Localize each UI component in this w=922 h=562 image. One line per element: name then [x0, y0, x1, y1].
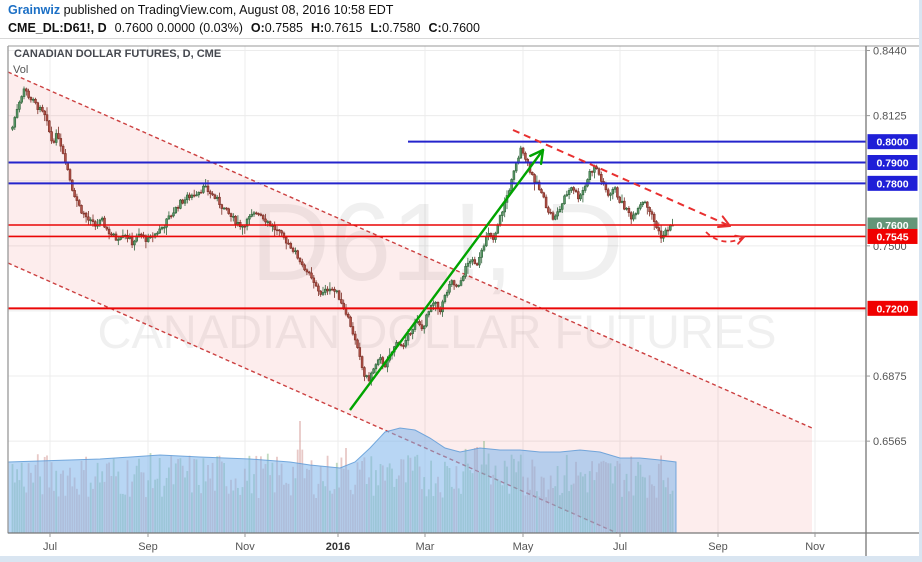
time-tick-label: 2016: [326, 541, 350, 553]
high-value: 0.7615: [324, 21, 363, 35]
price-tick-label: 0.6565: [873, 436, 907, 448]
symbol-label: CME_DL:D61!, D: [8, 21, 107, 35]
close-value: 0.7600: [441, 21, 480, 35]
open-label: O:: [250, 21, 265, 35]
price-tick-label: 0.8125: [873, 111, 907, 123]
time-axis[interactable]: Jul Sep Nov 2016 Mar May Jul Sep Nov: [43, 533, 825, 553]
red-curved-arrow[interactable]: [705, 231, 745, 243]
publish-info: Grainwiz published on TradingView.com, A…: [8, 2, 919, 19]
time-tick-label: Sep: [138, 541, 158, 553]
close-label: C:: [428, 21, 442, 35]
change-percent: (0.03%): [199, 21, 243, 35]
chart-area[interactable]: D61!, DCANADIAN DOLLAR FUTURES 0.8440 0.81…: [0, 40, 919, 556]
price-axis[interactable]: 0.84400.81250.75000.68750.65650.80000.79…: [866, 46, 918, 449]
low-label: L:: [370, 21, 383, 35]
red-down-arrow[interactable]: [512, 129, 731, 227]
time-tick-label: May: [513, 541, 534, 553]
svg-text:0.7200: 0.7200: [876, 303, 908, 315]
price-tick-label: 0.8440: [873, 46, 907, 58]
chart-header: Grainwiz published on TradingView.com, A…: [0, 0, 919, 39]
price-badge-0.7545: 0.7545: [867, 228, 918, 244]
time-tick-label: Jul: [613, 541, 627, 553]
chart-title-legend: CANADIAN DOLLAR FUTURES, D, CME: [14, 48, 222, 60]
time-tick-label: Jul: [43, 541, 57, 553]
plot-borders: [7, 45, 919, 556]
svg-text:0.7800: 0.7800: [876, 178, 908, 190]
time-tick-label: Nov: [805, 541, 825, 553]
watermark-name: CANADIAN DOLLAR FUTURES: [98, 305, 777, 358]
candlesticks: [11, 86, 674, 386]
volume-ma-area: [7, 427, 677, 534]
volume-ma: [7, 427, 677, 534]
author-link[interactable]: Grainwiz: [8, 3, 61, 17]
watermark-symbol: D61!, D: [251, 181, 624, 304]
price-badge-0.7800: 0.7800: [867, 175, 918, 191]
price-badge-0.7900: 0.7900: [867, 155, 918, 171]
ohlc-bar: CME_DL:D61!, D 0.7600 0.0000 (0.03%) O:0.758…: [8, 19, 919, 38]
low-value: 0.7580: [382, 21, 421, 35]
green-up-arrow[interactable]: [349, 149, 544, 411]
time-tick-label: Nov: [235, 541, 255, 553]
svg-text:0.8000: 0.8000: [876, 137, 908, 149]
horizontal-level-lines[interactable]: [8, 140, 866, 310]
price-badge-0.8000: 0.8000: [867, 134, 918, 150]
time-tick-label: Mar: [416, 541, 435, 553]
time-tick-label: Sep: [708, 541, 728, 553]
trend-arrows[interactable]: [349, 129, 745, 411]
last-price: 0.7600: [114, 21, 153, 35]
svg-text:0.7545: 0.7545: [876, 231, 908, 243]
price-tick-label: 0.6875: [873, 371, 907, 383]
high-label: H:: [311, 21, 325, 35]
open-value: 0.7585: [264, 21, 303, 35]
volume-indicator-label: Vol: [13, 64, 29, 76]
publish-text: published on TradingView.com, August 08,…: [60, 3, 394, 17]
price-badge-0.7200: 0.7200: [867, 300, 918, 316]
svg-text:0.7900: 0.7900: [876, 158, 908, 170]
symbol-watermark: D61!, DCANADIAN DOLLAR FUTURES: [98, 181, 777, 358]
change-value: 0.0000: [156, 21, 196, 35]
chart-canvas[interactable]: D61!, DCANADIAN DOLLAR FUTURES 0.8440 0.81…: [0, 40, 919, 556]
